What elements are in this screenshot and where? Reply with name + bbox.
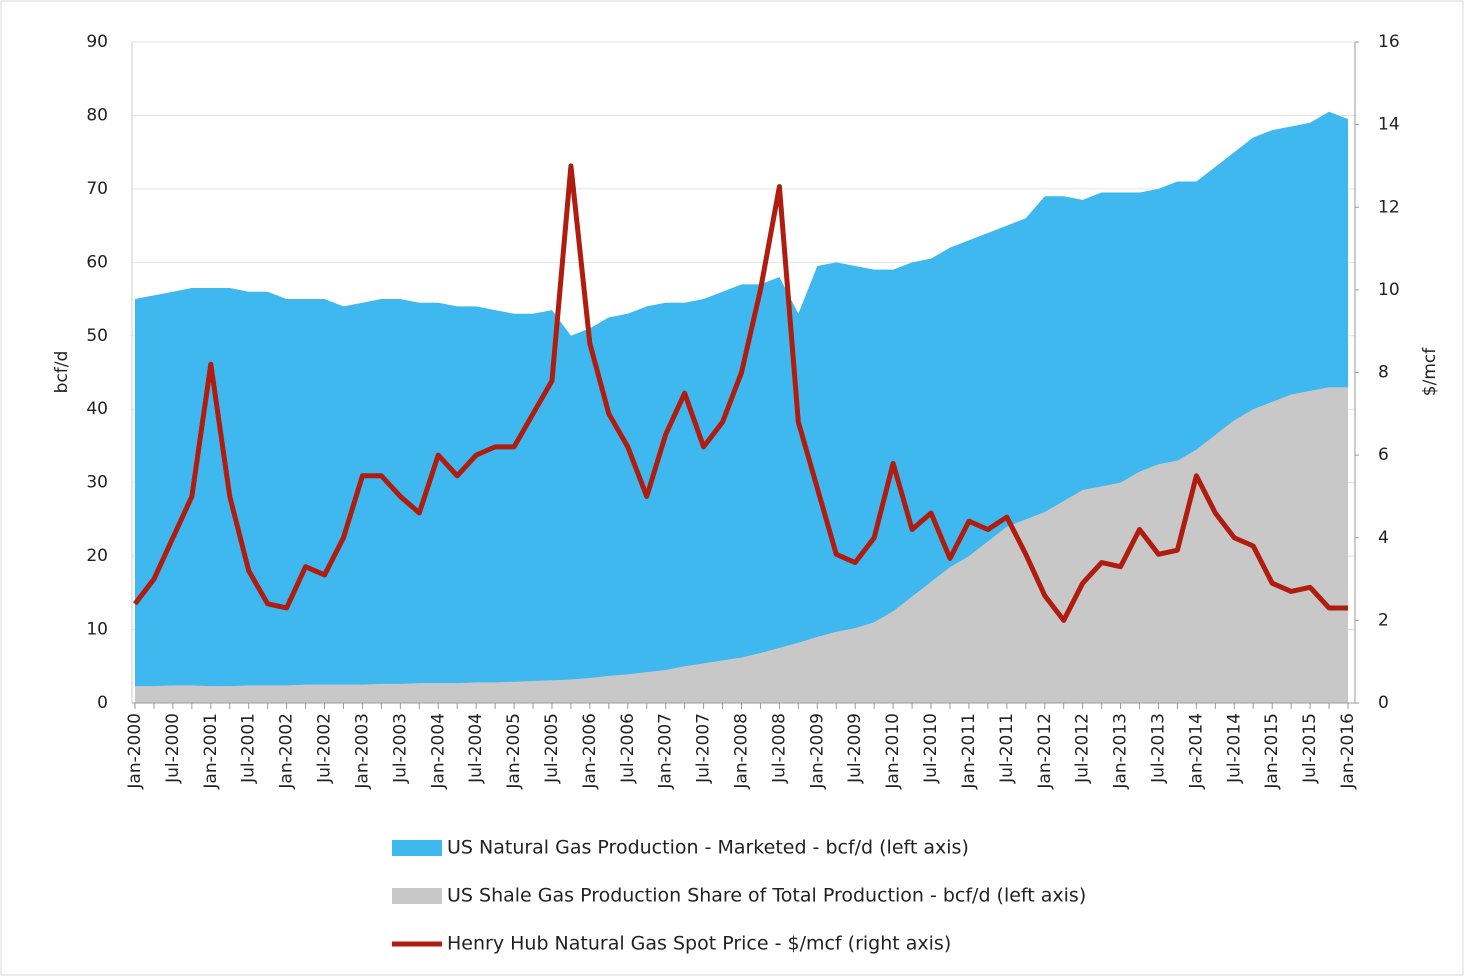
x-tick-label: Jul-2002 [315,713,335,784]
x-tick-label: Jan-2012 [1035,713,1055,790]
x-tick-label: Jul-2001 [239,713,259,784]
x-tick-label: Jan-2004 [428,713,448,790]
x-tick-label: Jan-2002 [277,713,297,790]
x-tick-label: Jan-2014 [1186,713,1206,790]
legend-label: Henry Hub Natural Gas Spot Price - $/mcf… [447,933,951,955]
x-tick-label: Jul-2007 [694,713,714,784]
x-tick-label: Jan-2006 [580,713,600,790]
x-tick-label: Jul-2006 [618,713,638,784]
y2-tick-label: 0 [1378,693,1389,713]
y-tick-label: 60 [86,252,108,272]
x-tick-label: Jan-2000 [125,713,145,790]
x-tick-label: Jul-2011 [997,713,1017,784]
x-tick-label: Jan-2016 [1338,713,1358,790]
y2-tick-label: 2 [1378,610,1389,630]
y2-tick-label: 4 [1378,528,1389,548]
x-tick-label: Jan-2008 [732,713,752,790]
y-tick-label: 20 [86,546,108,566]
x-tick-label: Jan-2001 [201,713,221,790]
x-tick-label: Jan-2013 [1111,713,1131,790]
legend-label: US Shale Gas Production Share of Total P… [447,885,1086,907]
y-tick-label: 80 [86,105,108,125]
x-tick-label: Jul-2015 [1300,713,1320,784]
x-tick-label: Jul-2004 [466,713,486,784]
legend-marker [392,840,442,856]
y2-tick-label: 10 [1378,280,1400,300]
x-tick-label: Jul-2003 [390,713,410,784]
y-tick-label: 10 [86,620,108,640]
x-tick-label: Jul-2010 [921,713,941,784]
x-tick-label: Jul-2005 [542,713,562,784]
x-tick-label: Jan-2007 [656,713,676,790]
x-tick-label: Jan-2009 [807,713,827,790]
y-tick-label: 30 [86,473,108,493]
x-tick-label: Jan-2005 [504,713,524,790]
legend-label: US Natural Gas Production - Marketed - b… [447,837,969,859]
y-tick-label: 50 [86,326,108,346]
legend-marker [392,888,442,904]
y-tick-label: 0 [97,693,108,713]
y2-tick-label: 16 [1378,32,1400,52]
y2-axis-label: $/mcf [1420,347,1440,396]
x-tick-label: Jan-2015 [1262,713,1282,790]
y2-tick-label: 12 [1378,197,1400,217]
y-tick-label: 90 [86,32,108,52]
y2-tick-label: 6 [1378,445,1389,465]
area [135,387,1348,703]
x-tick-label: Jan-2011 [959,713,979,790]
x-tick-label: Jul-2014 [1224,713,1244,784]
y-tick-label: 40 [86,399,108,419]
y-axis-label: bcf/d [52,351,72,394]
y2-tick-label: 14 [1378,115,1400,135]
x-tick-label: Jul-2000 [163,713,183,784]
y-tick-label: 70 [86,179,108,199]
x-tick-label: Jan-2010 [883,713,903,790]
x-tick-label: Jul-2012 [1073,713,1093,784]
x-tick-label: Jul-2009 [845,713,865,784]
x-tick-label: Jul-2008 [769,713,789,784]
y2-tick-label: 8 [1378,363,1389,383]
x-tick-label: Jan-2003 [352,713,372,790]
line [133,163,1348,623]
x-tick-label: Jul-2013 [1148,713,1168,784]
